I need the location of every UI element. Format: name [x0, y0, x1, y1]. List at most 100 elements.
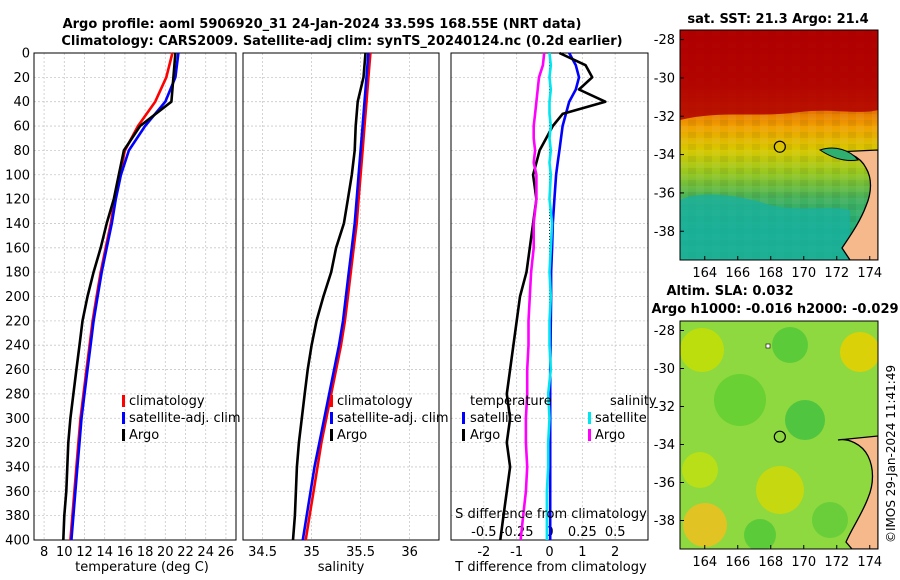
x-tick-label: 10: [56, 545, 73, 560]
map-x-tick-label: 172: [824, 555, 849, 570]
map-y-tick-label: -38: [654, 225, 675, 240]
x-tick-label: 16: [117, 545, 134, 560]
sst-map-image: [680, 30, 878, 260]
difference-top-axis-label: S difference from climatology: [455, 507, 647, 522]
depth-tick-label: 380: [5, 509, 30, 524]
map-x-tick-label: 164: [692, 555, 717, 570]
depth-tick-label: 140: [5, 217, 30, 232]
sst-warm-region: [680, 30, 878, 120]
map-x-tick-label: 170: [791, 555, 816, 570]
legend-swatch-sal-argo: [588, 429, 591, 441]
depth-tick-label: 100: [5, 168, 30, 183]
legend-label-argo: Argo: [337, 428, 367, 443]
title-line-1: Argo profile: aoml 5906920_31 24-Jan-202…: [63, 17, 582, 32]
x-tick-label: -2: [477, 545, 490, 560]
depth-tick-label: 320: [5, 436, 30, 451]
sla-map-image: [680, 321, 878, 549]
legend-swatch-argo: [330, 429, 333, 441]
legend-swatch-satellite: [330, 412, 333, 424]
map-y-tick-label: -30: [654, 362, 675, 377]
x-tick-label: 34.5: [248, 545, 277, 560]
sla-blob: [756, 466, 804, 514]
map-y-tick-label: -38: [654, 514, 675, 529]
sla-blob: [682, 452, 718, 488]
difference-legend: temperature salinity satellite Argo sate…: [462, 394, 657, 443]
depth-tick-label: 160: [5, 241, 30, 256]
depth-tick-label: 240: [5, 339, 30, 354]
series-line-climatology: [69, 52, 174, 541]
series-line-satellite-adj-clim: [70, 52, 180, 541]
sla-blob: [680, 328, 724, 372]
sst-map-axes: 164 166 168 170 172 174 -28 -30 -32 -34 -36 -38: [654, 33, 882, 281]
depth-tick-label: 300: [5, 412, 30, 427]
legend-label-sal-satellite: satellite: [595, 411, 647, 426]
sst-coastal-feature: [818, 147, 859, 161]
difference-panel: -2 -1 0 1 2-0.5 -0.25 0 0.25 0.5: [450, 51, 649, 560]
map-y-tick-label: -30: [654, 71, 675, 86]
salinity-axis-label: salinity: [318, 560, 365, 575]
x-tick-label: 20: [157, 545, 174, 560]
x-tick-label: 2: [611, 545, 619, 560]
depth-tick-label: 20: [13, 71, 30, 86]
sla-blob: [683, 503, 727, 547]
sla-map-frame: [679, 320, 879, 550]
map-x-tick-label: 168: [758, 555, 783, 570]
x-tick-label: 22: [177, 545, 194, 560]
legend-label-satellite: satellite-adj. clim: [129, 411, 241, 426]
sst-map-frame: [679, 29, 879, 261]
map-x-tick-label: 170: [791, 266, 816, 281]
credit-text: ©IMOS 29-Jan-2024 11:41:49: [884, 365, 898, 543]
series-line-argo: [62, 52, 177, 541]
sla-blob: [840, 332, 878, 372]
depth-tick-label: 260: [5, 363, 30, 378]
map-y-tick-label: -36: [654, 186, 675, 201]
sla-float-marker: [765, 343, 771, 349]
depth-tick-label: 360: [5, 485, 30, 500]
depth-tick-label: 200: [5, 290, 30, 305]
x-tick-label: 18: [137, 545, 154, 560]
map-x-tick-label: 166: [725, 555, 750, 570]
legend-label-climatology: climatology: [129, 394, 205, 409]
sla-argo-marker: [773, 430, 786, 443]
sla-map-subtitle: Argo h1000: -0.016 h2000: -0.029: [651, 302, 898, 317]
legend-swatch-climatology: [330, 395, 333, 407]
sla-blob: [785, 400, 825, 440]
depth-tick-label: 60: [13, 120, 30, 135]
map-x-tick-label: 174: [857, 266, 882, 281]
legend-swatch-temp-argo: [462, 429, 465, 441]
legend-swatch-satellite: [122, 412, 125, 424]
x-tick-label: 0: [545, 545, 553, 560]
depth-tick-label: 340: [5, 460, 30, 475]
depth-tick-label: 40: [13, 95, 30, 110]
map-y-tick-label: -32: [654, 110, 675, 125]
map-x-tick-label: 174: [857, 555, 882, 570]
legend-title-temperature: temperature: [470, 394, 552, 409]
x-tick-label: 26: [218, 545, 235, 560]
legend-label-argo: Argo: [129, 428, 159, 443]
map-x-tick-label: 166: [725, 266, 750, 281]
x-tick-label: 1: [578, 545, 586, 560]
sla-blob: [772, 327, 808, 363]
sla-land: [837, 435, 878, 549]
sst-argo-marker: [773, 140, 786, 153]
temperature-axis-label: temperature (deg C): [75, 560, 209, 575]
depth-tick-label: 120: [5, 193, 30, 208]
sla-map-axes: 164 166 168 170 172 174 -28 -30 -32 -34 -36 -38: [654, 324, 882, 570]
plot-frame: [33, 52, 237, 541]
x-tick-label: -1: [510, 545, 523, 560]
legend-swatch-argo: [122, 429, 125, 441]
depth-tick-label: 220: [5, 314, 30, 329]
map-x-tick-label: 164: [692, 266, 717, 281]
map-y-tick-label: -28: [654, 33, 675, 48]
depth-tick-label: 180: [5, 266, 30, 281]
legend-label-temp-satellite: satellite: [470, 411, 522, 426]
top-x-tick-label: 0.25: [568, 525, 597, 540]
sla-blob: [714, 374, 766, 426]
legend-label-climatology: climatology: [337, 394, 413, 409]
series-line-salinity-satellite: [545, 52, 554, 540]
depth-tick-label: 280: [5, 387, 30, 402]
series-line-satellite-adj-clim: [301, 52, 370, 541]
legend-swatch-sal-satellite: [588, 412, 591, 424]
temperature-panel: 0 20 40 60 80 100 120 140 160 180 200 220 240 260 280 3…: [5, 47, 237, 560]
